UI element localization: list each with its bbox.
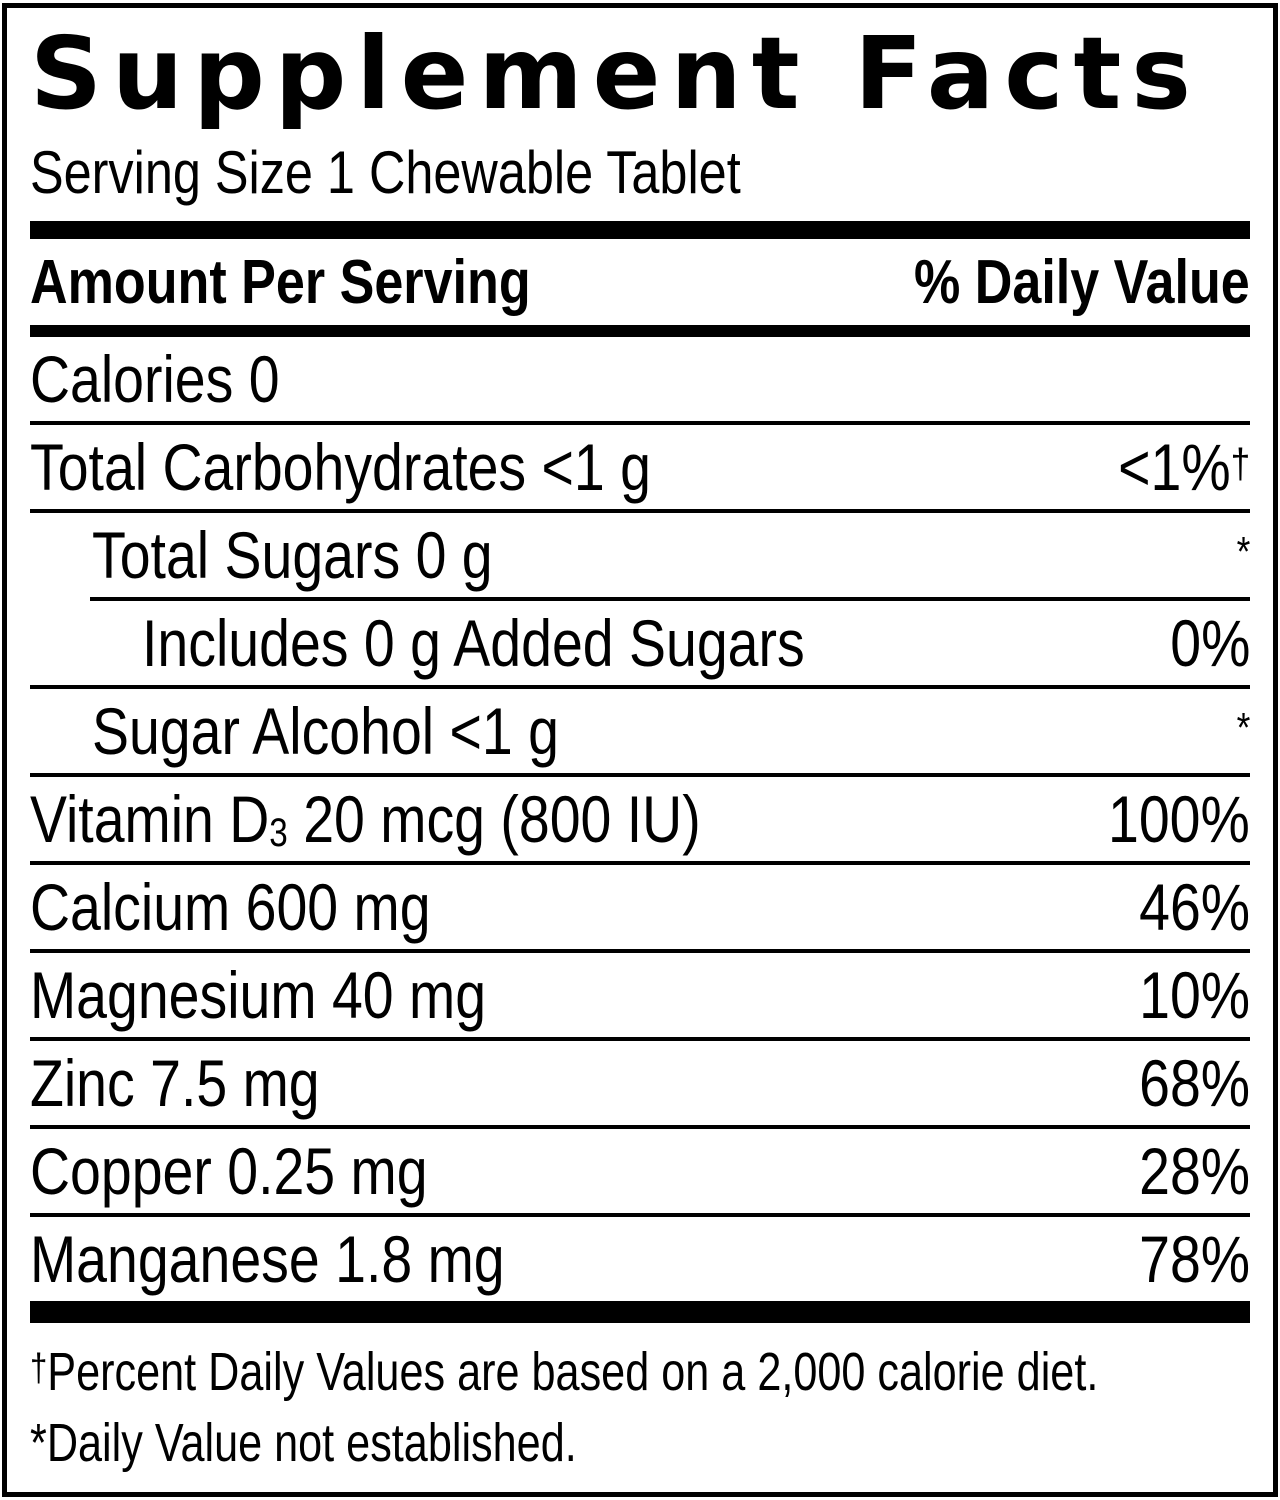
nutrient-row-zinc: Zinc 7.5 mg 68% (30, 1041, 1250, 1125)
nutrient-row-calories: Calories 0 (30, 337, 1250, 421)
nutrient-name: Includes 0 g Added Sugars (142, 606, 805, 680)
nutrient-value: 0% (1169, 606, 1250, 680)
nutrient-name: Magnesium 40 mg (30, 958, 487, 1032)
nutrient-row-total-sugars: Total Sugars 0 g * (30, 513, 1250, 597)
nutrient-row-total-carbohydrates: Total Carbohydrates <1 g <1%† (30, 425, 1250, 509)
panel-title: Supplement Facts (30, 15, 1201, 132)
amount-per-serving-header: Amount Per Serving (30, 247, 531, 317)
nutrient-value: <1%† (1117, 430, 1250, 504)
nutrient-name: Total Carbohydrates <1 g (30, 430, 651, 504)
nutrient-value: 100% (1108, 782, 1250, 856)
nutrient-row-magnesium: Magnesium 40 mg 10% (30, 953, 1250, 1037)
supplement-facts-panel: Supplement Facts Serving Size 1 Chewable… (2, 3, 1278, 1497)
subscript-3: 3 (269, 811, 288, 855)
row-divider (30, 861, 1250, 865)
footnote-daily-values: †Percent Daily Values are based on a 2,0… (30, 1342, 1099, 1402)
row-divider-indented (90, 597, 1250, 601)
row-divider (30, 1037, 1250, 1041)
nutrient-name: Calories 0 (30, 342, 280, 416)
nutrient-name: Calcium 600 mg (30, 870, 431, 944)
row-divider (30, 1125, 1250, 1129)
divider-thick-bottom (30, 1301, 1250, 1323)
footnotes: †Percent Daily Values are based on a 2,0… (30, 1337, 1250, 1480)
nutrient-name: Total Sugars 0 g (92, 518, 493, 592)
nutrient-row-copper: Copper 0.25 mg 28% (30, 1129, 1250, 1213)
nutrient-row-sugar-alcohol: Sugar Alcohol <1 g * (30, 689, 1250, 773)
nutrient-row-vitamin-d3: Vitamin D3 20 mcg (800 IU) 100% (30, 777, 1250, 861)
row-divider (30, 509, 1250, 513)
nutrient-row-added-sugars: Includes 0 g Added Sugars 0% (30, 601, 1250, 685)
nutrient-row-calcium: Calcium 600 mg 46% (30, 865, 1250, 949)
row-divider (30, 685, 1250, 689)
dagger-marker: † (30, 1347, 48, 1391)
nutrient-value: 78% (1139, 1222, 1250, 1296)
footnote-not-established: *Daily Value not established. (30, 1413, 577, 1474)
percent-daily-value-header: % Daily Value (914, 247, 1250, 317)
row-divider (30, 421, 1250, 425)
nutrient-value: 68% (1139, 1046, 1250, 1120)
serving-size-text: Serving Size 1 Chewable Tablet (30, 139, 741, 206)
nutrient-name: Sugar Alcohol <1 g (92, 694, 559, 768)
divider-thick-top (30, 221, 1250, 239)
divider-medium (30, 325, 1250, 337)
nutrient-value: 28% (1139, 1134, 1250, 1208)
nutrient-name: Vitamin D3 20 mcg (800 IU) (30, 782, 701, 856)
nutrient-value: 46% (1139, 870, 1250, 944)
asterisk-marker: * (30, 1413, 47, 1474)
column-header-row: Amount Per Serving % Daily Value (30, 239, 1250, 325)
nutrient-value: 10% (1139, 958, 1250, 1032)
nutrient-name: Copper 0.25 mg (30, 1134, 428, 1208)
nutrient-name: Zinc 7.5 mg (30, 1046, 320, 1120)
nutrient-value: * (1236, 528, 1250, 575)
row-divider (30, 773, 1250, 777)
nutrient-row-manganese: Manganese 1.8 mg 78% (30, 1217, 1250, 1301)
nutrient-value: * (1236, 704, 1250, 751)
row-divider (30, 1213, 1250, 1217)
row-divider (30, 949, 1250, 953)
nutrient-name: Manganese 1.8 mg (30, 1222, 505, 1296)
